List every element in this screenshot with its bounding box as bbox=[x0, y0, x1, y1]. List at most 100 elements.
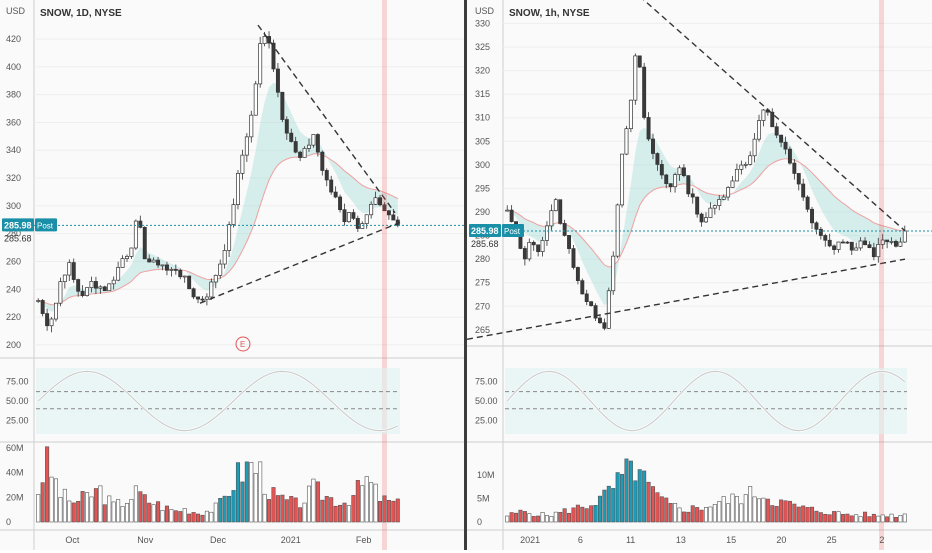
volume-bar bbox=[721, 496, 726, 523]
candle-body bbox=[275, 68, 280, 93]
candle-body bbox=[382, 204, 387, 212]
price-tick-label: 200 bbox=[6, 340, 21, 350]
time-tick-label: 15 bbox=[726, 535, 736, 545]
candle-body bbox=[549, 210, 554, 227]
osc-tick-label: 25.00 bbox=[475, 416, 498, 426]
volume-bar bbox=[628, 460, 633, 523]
session-highlight bbox=[879, 0, 884, 550]
volume-bar bbox=[315, 481, 320, 523]
volume-bar bbox=[650, 486, 655, 523]
time-tick-label: 20 bbox=[776, 535, 786, 545]
candle-body bbox=[253, 83, 258, 116]
candle-body bbox=[378, 197, 382, 206]
volume-bar bbox=[324, 496, 329, 523]
candle-body bbox=[164, 264, 169, 271]
volume-bar bbox=[67, 500, 72, 523]
volume-bar bbox=[395, 498, 400, 523]
candle-body bbox=[787, 148, 792, 164]
volume-bar bbox=[664, 497, 669, 523]
price-tick-label: 240 bbox=[6, 284, 21, 294]
volume-bar bbox=[227, 495, 232, 523]
candle-body bbox=[169, 269, 174, 271]
candle-body bbox=[726, 187, 731, 198]
daily-time-axis: Oct Nov Dec 2021 Feb bbox=[65, 535, 371, 545]
volume-bar bbox=[200, 514, 205, 523]
volume-bar bbox=[293, 497, 298, 523]
trendline bbox=[257, 24, 396, 214]
candle-body bbox=[752, 138, 757, 157]
volume-bar bbox=[673, 503, 678, 523]
volume-bar bbox=[871, 513, 876, 523]
volume-bar bbox=[858, 516, 863, 523]
volume-bar bbox=[218, 498, 223, 523]
price-tag-bg bbox=[469, 223, 501, 237]
hourly-chart-canvas[interactable]: 2652702752802852902953003053103153203253… bbox=[466, 0, 932, 550]
candle-body bbox=[606, 290, 611, 329]
candle-body bbox=[151, 259, 156, 263]
candle-body bbox=[863, 240, 867, 246]
ema-slow-line bbox=[38, 153, 399, 306]
volume-bar bbox=[244, 461, 249, 523]
candle-body bbox=[58, 281, 63, 304]
candle-body bbox=[271, 42, 276, 70]
prev-close-label: 285.68 bbox=[471, 239, 499, 249]
candle-body bbox=[743, 163, 748, 166]
volume-bar bbox=[306, 485, 312, 523]
pane-divider[interactable] bbox=[464, 0, 467, 550]
price-tag-value: 285.98 bbox=[4, 220, 32, 230]
candle-body bbox=[602, 322, 607, 329]
daily-chart-pane[interactable]: 200 220 240 260 280 300 320 340 360 380 400 420 75.0… bbox=[0, 0, 464, 550]
price-tick-label: 330 bbox=[475, 18, 490, 28]
time-tick-label: Dec bbox=[210, 535, 227, 545]
candle-body bbox=[522, 248, 527, 260]
volume-bar bbox=[761, 497, 766, 523]
volume-bar bbox=[615, 472, 620, 523]
volume-bar bbox=[262, 493, 267, 523]
time-tick-label: 11 bbox=[626, 535, 635, 545]
candle-body bbox=[536, 244, 541, 252]
candle-body bbox=[867, 244, 872, 248]
post-tag-bg bbox=[35, 218, 57, 232]
volume-bar bbox=[536, 515, 541, 523]
volume-bar bbox=[85, 492, 90, 523]
candle-body bbox=[624, 128, 629, 155]
volume-bar bbox=[580, 506, 585, 523]
volume-bar bbox=[757, 498, 762, 523]
candle-body bbox=[116, 267, 121, 281]
candle-body bbox=[664, 174, 669, 184]
volume-bar bbox=[686, 511, 691, 523]
candle-body bbox=[293, 141, 298, 153]
osc-line bbox=[37, 370, 399, 432]
hourly-price-tags: 285.98 Post 285.68 bbox=[469, 223, 524, 249]
candle-body bbox=[598, 317, 602, 324]
volume-bar bbox=[169, 509, 174, 523]
volume-bar bbox=[567, 512, 572, 523]
volume-bar bbox=[142, 494, 147, 523]
candle-body bbox=[45, 313, 50, 327]
price-tick-label: 315 bbox=[475, 89, 490, 99]
daily-chart-canvas[interactable]: 200 220 240 260 280 300 320 340 360 380 400 420 75.0… bbox=[0, 0, 464, 550]
volume-bar bbox=[893, 517, 898, 523]
candle-body bbox=[567, 235, 572, 249]
price-tick-label: 270 bbox=[475, 301, 490, 311]
hourly-chart-pane[interactable]: 2652702752802852902953003053103153203253… bbox=[466, 0, 932, 550]
hourly-volume bbox=[505, 458, 907, 523]
candle-body bbox=[231, 204, 236, 225]
session-highlight bbox=[382, 0, 387, 550]
time-tick-label: Feb bbox=[356, 535, 372, 545]
volume-bar bbox=[98, 485, 103, 523]
volume-bar bbox=[730, 493, 735, 523]
volume-bar bbox=[633, 480, 638, 523]
volume-bar bbox=[386, 500, 391, 523]
volume-bar bbox=[518, 509, 523, 523]
volume-bar bbox=[160, 510, 165, 523]
candle-body bbox=[730, 180, 735, 188]
volume-bar bbox=[364, 476, 369, 523]
candle-body bbox=[712, 205, 717, 209]
price-tick-label: 380 bbox=[6, 90, 21, 100]
volume-bar bbox=[120, 506, 125, 523]
volume-bar bbox=[726, 503, 731, 523]
candle-body bbox=[571, 248, 576, 268]
hourly-oscillator bbox=[505, 368, 907, 434]
